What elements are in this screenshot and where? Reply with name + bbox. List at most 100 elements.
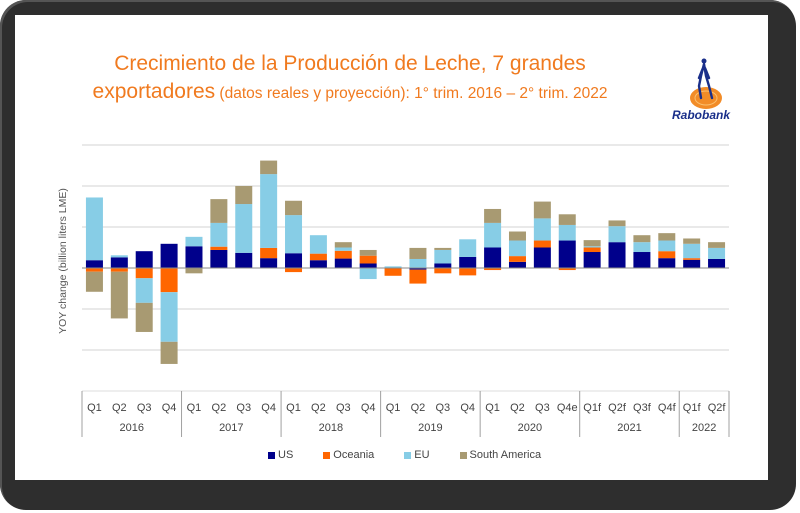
legend-label: US — [278, 449, 294, 461]
bar-segment-south-america — [135, 302, 153, 332]
rabobank-logo-text: Rabobank — [672, 108, 731, 122]
bar-segment-oceania — [210, 246, 228, 250]
x-tick-label: Q2f — [608, 402, 627, 414]
bar-segment-south-america — [583, 240, 601, 247]
x-axis: Q1 Q2 Q3 Q4 Q1 Q2 Q3 Q4 Q1 Q2 Q3 Q4 Q1 Q2 Q3 Q4 Q1 Q2 Q3 Q4… — [81, 267, 730, 437]
legend-item-us: US — [268, 449, 293, 461]
bar-segment-eu — [558, 224, 576, 241]
bar-segment-us — [160, 243, 178, 268]
legend-swatch — [323, 451, 331, 459]
bar-segment-oceania — [309, 253, 327, 261]
bar-segment-oceania — [533, 240, 551, 248]
bar-segment-oceania — [658, 251, 676, 259]
bar-segment-oceania — [409, 269, 427, 284]
x-tick-label: Q4e — [557, 402, 578, 414]
bar-segment-oceania — [285, 268, 303, 273]
year-label: 2018 — [319, 422, 343, 434]
bar-segment-eu — [260, 174, 278, 248]
bar-segment-oceania — [583, 247, 601, 253]
bar-segment-oceania — [85, 268, 103, 272]
bar-segment-oceania — [384, 268, 402, 276]
bar-segment-us — [135, 251, 153, 268]
bar-segment-eu — [658, 240, 676, 252]
x-tick-label: Q1 — [187, 402, 202, 414]
bar-segment-south-america — [85, 271, 103, 292]
bar-segment-eu — [484, 222, 502, 248]
bar-segment-south-america — [359, 249, 377, 256]
x-tick-label: Q3f — [633, 402, 652, 414]
x-tick-label: Q4f — [658, 402, 677, 414]
bar-segment-south-america — [683, 238, 701, 244]
bar-segment-south-america — [409, 247, 427, 259]
bar-segment-us — [583, 252, 601, 268]
bar-segment-south-america — [334, 242, 352, 248]
bar-segment-us — [334, 258, 352, 268]
rabobank-logo-icon — [690, 58, 722, 109]
legend-label: EU — [414, 449, 430, 461]
bar-segment-us — [309, 260, 327, 268]
legend-item-eu: EU — [404, 449, 430, 461]
x-tick-label: Q3 — [435, 402, 450, 414]
bar-segment-eu — [583, 246, 601, 248]
bar-segment-south-america — [484, 208, 502, 223]
legend-swatch — [404, 451, 412, 459]
legend-swatch — [459, 451, 467, 459]
gridlines — [82, 144, 729, 351]
bar-segment-eu — [409, 258, 427, 268]
bar-segment-oceania — [434, 268, 452, 274]
bar-segment-eu — [633, 242, 651, 253]
bar-segment-eu — [285, 215, 303, 254]
bar-segment-us — [434, 263, 452, 268]
bar-segment-south-america — [658, 233, 676, 241]
x-tick-label: Q4 — [361, 402, 376, 414]
bar-segment-oceania — [260, 247, 278, 259]
bar-segment-oceania — [484, 268, 502, 271]
year-label: 2017 — [219, 422, 243, 434]
bar-segment-us — [260, 258, 278, 268]
bar-segment-eu — [434, 249, 452, 264]
year-label: 2016 — [120, 422, 144, 434]
bar-segment-us — [683, 259, 701, 268]
title-line-2-main: exportadores — [92, 80, 216, 103]
bar-segment-south-america — [110, 271, 128, 319]
year-label: 2021 — [617, 422, 641, 434]
bar-segment-south-america — [533, 201, 551, 219]
slide-title: Crecimiento de la Producción de Leche, 7… — [40, 50, 660, 108]
year-label: 2022 — [692, 422, 716, 434]
x-tick-label: Q2 — [510, 402, 525, 414]
bar-segment-oceania — [508, 256, 526, 262]
x-tick-label: Q4 — [460, 402, 475, 414]
year-label: 2019 — [418, 422, 442, 434]
legend-item-oceania: Oceania — [323, 449, 374, 461]
bar-segment-eu — [384, 266, 402, 268]
bar-segment-oceania — [558, 268, 576, 271]
x-tick-label: Q1f — [683, 402, 702, 414]
bar-segment-eu — [160, 292, 178, 342]
bar-segment-us — [459, 256, 477, 268]
bar-segment-south-america — [260, 160, 278, 175]
legend-item-south-america: South America — [459, 449, 542, 461]
title-line-2-sub: (datos reales y proyección): 1° trim. 20… — [215, 85, 608, 102]
bar-segment-us — [708, 258, 726, 268]
bar-segment-south-america — [608, 220, 626, 227]
bar-segment-us — [508, 261, 526, 268]
legend-label: South America — [469, 449, 542, 461]
bar-segment-us — [285, 253, 303, 268]
bar-segment-us — [359, 263, 377, 268]
bar-segment-south-america — [633, 235, 651, 243]
bar-segment-us — [533, 247, 551, 268]
legend: US Oceania EU South America — [268, 449, 541, 461]
bar-segment-oceania — [160, 268, 178, 293]
title-line-1: Crecimiento de la Producción de Leche, 7… — [114, 52, 586, 75]
bar-segment-oceania — [459, 268, 477, 276]
bar-segment-eu — [110, 255, 128, 258]
bar-segment-south-america — [285, 200, 303, 216]
bar-segment-us — [633, 252, 651, 268]
bar-segment-oceania — [683, 258, 701, 260]
bar-segment-oceania — [110, 268, 128, 272]
x-tick-label: Q3 — [137, 402, 152, 414]
x-tick-label: Q1 — [485, 402, 500, 414]
bar-segment-us — [210, 249, 228, 268]
bar-segment-oceania — [334, 250, 352, 259]
